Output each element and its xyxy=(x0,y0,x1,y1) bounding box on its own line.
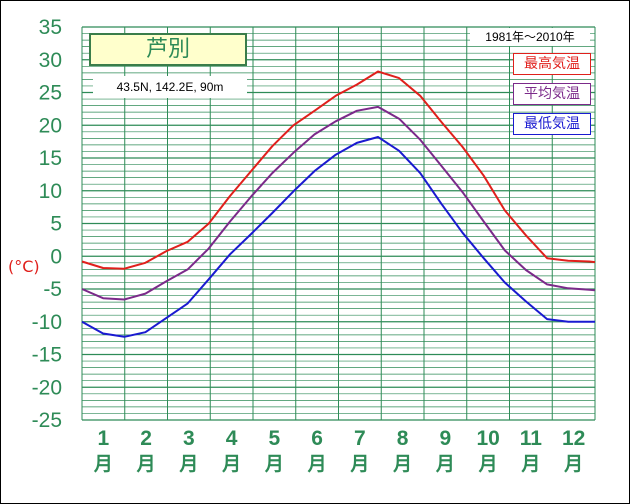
x-tick-label-unit: 月 xyxy=(478,453,498,475)
legend-max: 最高気温 xyxy=(513,53,591,75)
x-tick-label: 3 xyxy=(183,427,195,450)
y-tick-label: 5 xyxy=(50,213,62,236)
y-tick-label: 0 xyxy=(50,245,62,268)
x-tick-label: 2 xyxy=(140,427,152,450)
x-tick-label: 7 xyxy=(354,427,366,450)
x-tick-label-unit: 月 xyxy=(392,453,412,475)
series-line-min xyxy=(81,136,595,338)
series-line-max xyxy=(81,70,596,270)
x-tick-label: 4 xyxy=(226,427,238,450)
y-tick-label: -15 xyxy=(32,344,62,367)
y-tick-label: -25 xyxy=(32,409,62,432)
x-tick-label: 12 xyxy=(562,427,585,450)
y-tick-label: -5 xyxy=(43,278,62,301)
y-tick-label: 30 xyxy=(39,49,62,72)
x-tick-label-unit: 月 xyxy=(93,453,113,475)
y-tick-label: 15 xyxy=(39,147,62,170)
x-tick-label-unit: 月 xyxy=(349,453,369,475)
station-title: 芦別 xyxy=(89,33,247,66)
y-unit-label: (°C) xyxy=(8,257,40,276)
y-tick-label: 35 xyxy=(39,16,62,39)
x-tick-label-unit: 月 xyxy=(435,453,455,475)
x-tick-label: 10 xyxy=(476,427,499,450)
y-tick-label: -10 xyxy=(32,311,62,334)
legend-mean: 平均気温 xyxy=(513,83,591,105)
y-tick-label: 20 xyxy=(39,114,62,137)
x-tick-label: 8 xyxy=(397,427,409,450)
x-tick-label-unit: 月 xyxy=(307,453,327,475)
x-tick-label-unit: 月 xyxy=(563,453,583,475)
x-tick-label-unit: 月 xyxy=(136,453,156,475)
legend-min: 最低気温 xyxy=(513,113,591,135)
x-tick-label-unit: 月 xyxy=(178,453,198,475)
period-label: 1981年〜2010年 xyxy=(470,28,590,46)
x-tick-label-unit: 月 xyxy=(520,453,540,475)
x-tick-label: 6 xyxy=(311,427,323,450)
x-tick-label: 9 xyxy=(440,427,452,450)
x-tick-label: 1 xyxy=(98,427,110,450)
x-tick-label: 11 xyxy=(520,427,543,450)
y-tick-label: -20 xyxy=(32,376,62,399)
y-tick-label: 25 xyxy=(39,82,62,105)
x-tick-label: 5 xyxy=(269,427,281,450)
x-tick-label-unit: 月 xyxy=(264,453,284,475)
station-location: 43.5N, 142.2E, 90m xyxy=(93,76,247,98)
y-tick-label: 10 xyxy=(39,180,62,203)
series-line-mean xyxy=(81,105,596,301)
x-tick-label-unit: 月 xyxy=(221,453,241,475)
